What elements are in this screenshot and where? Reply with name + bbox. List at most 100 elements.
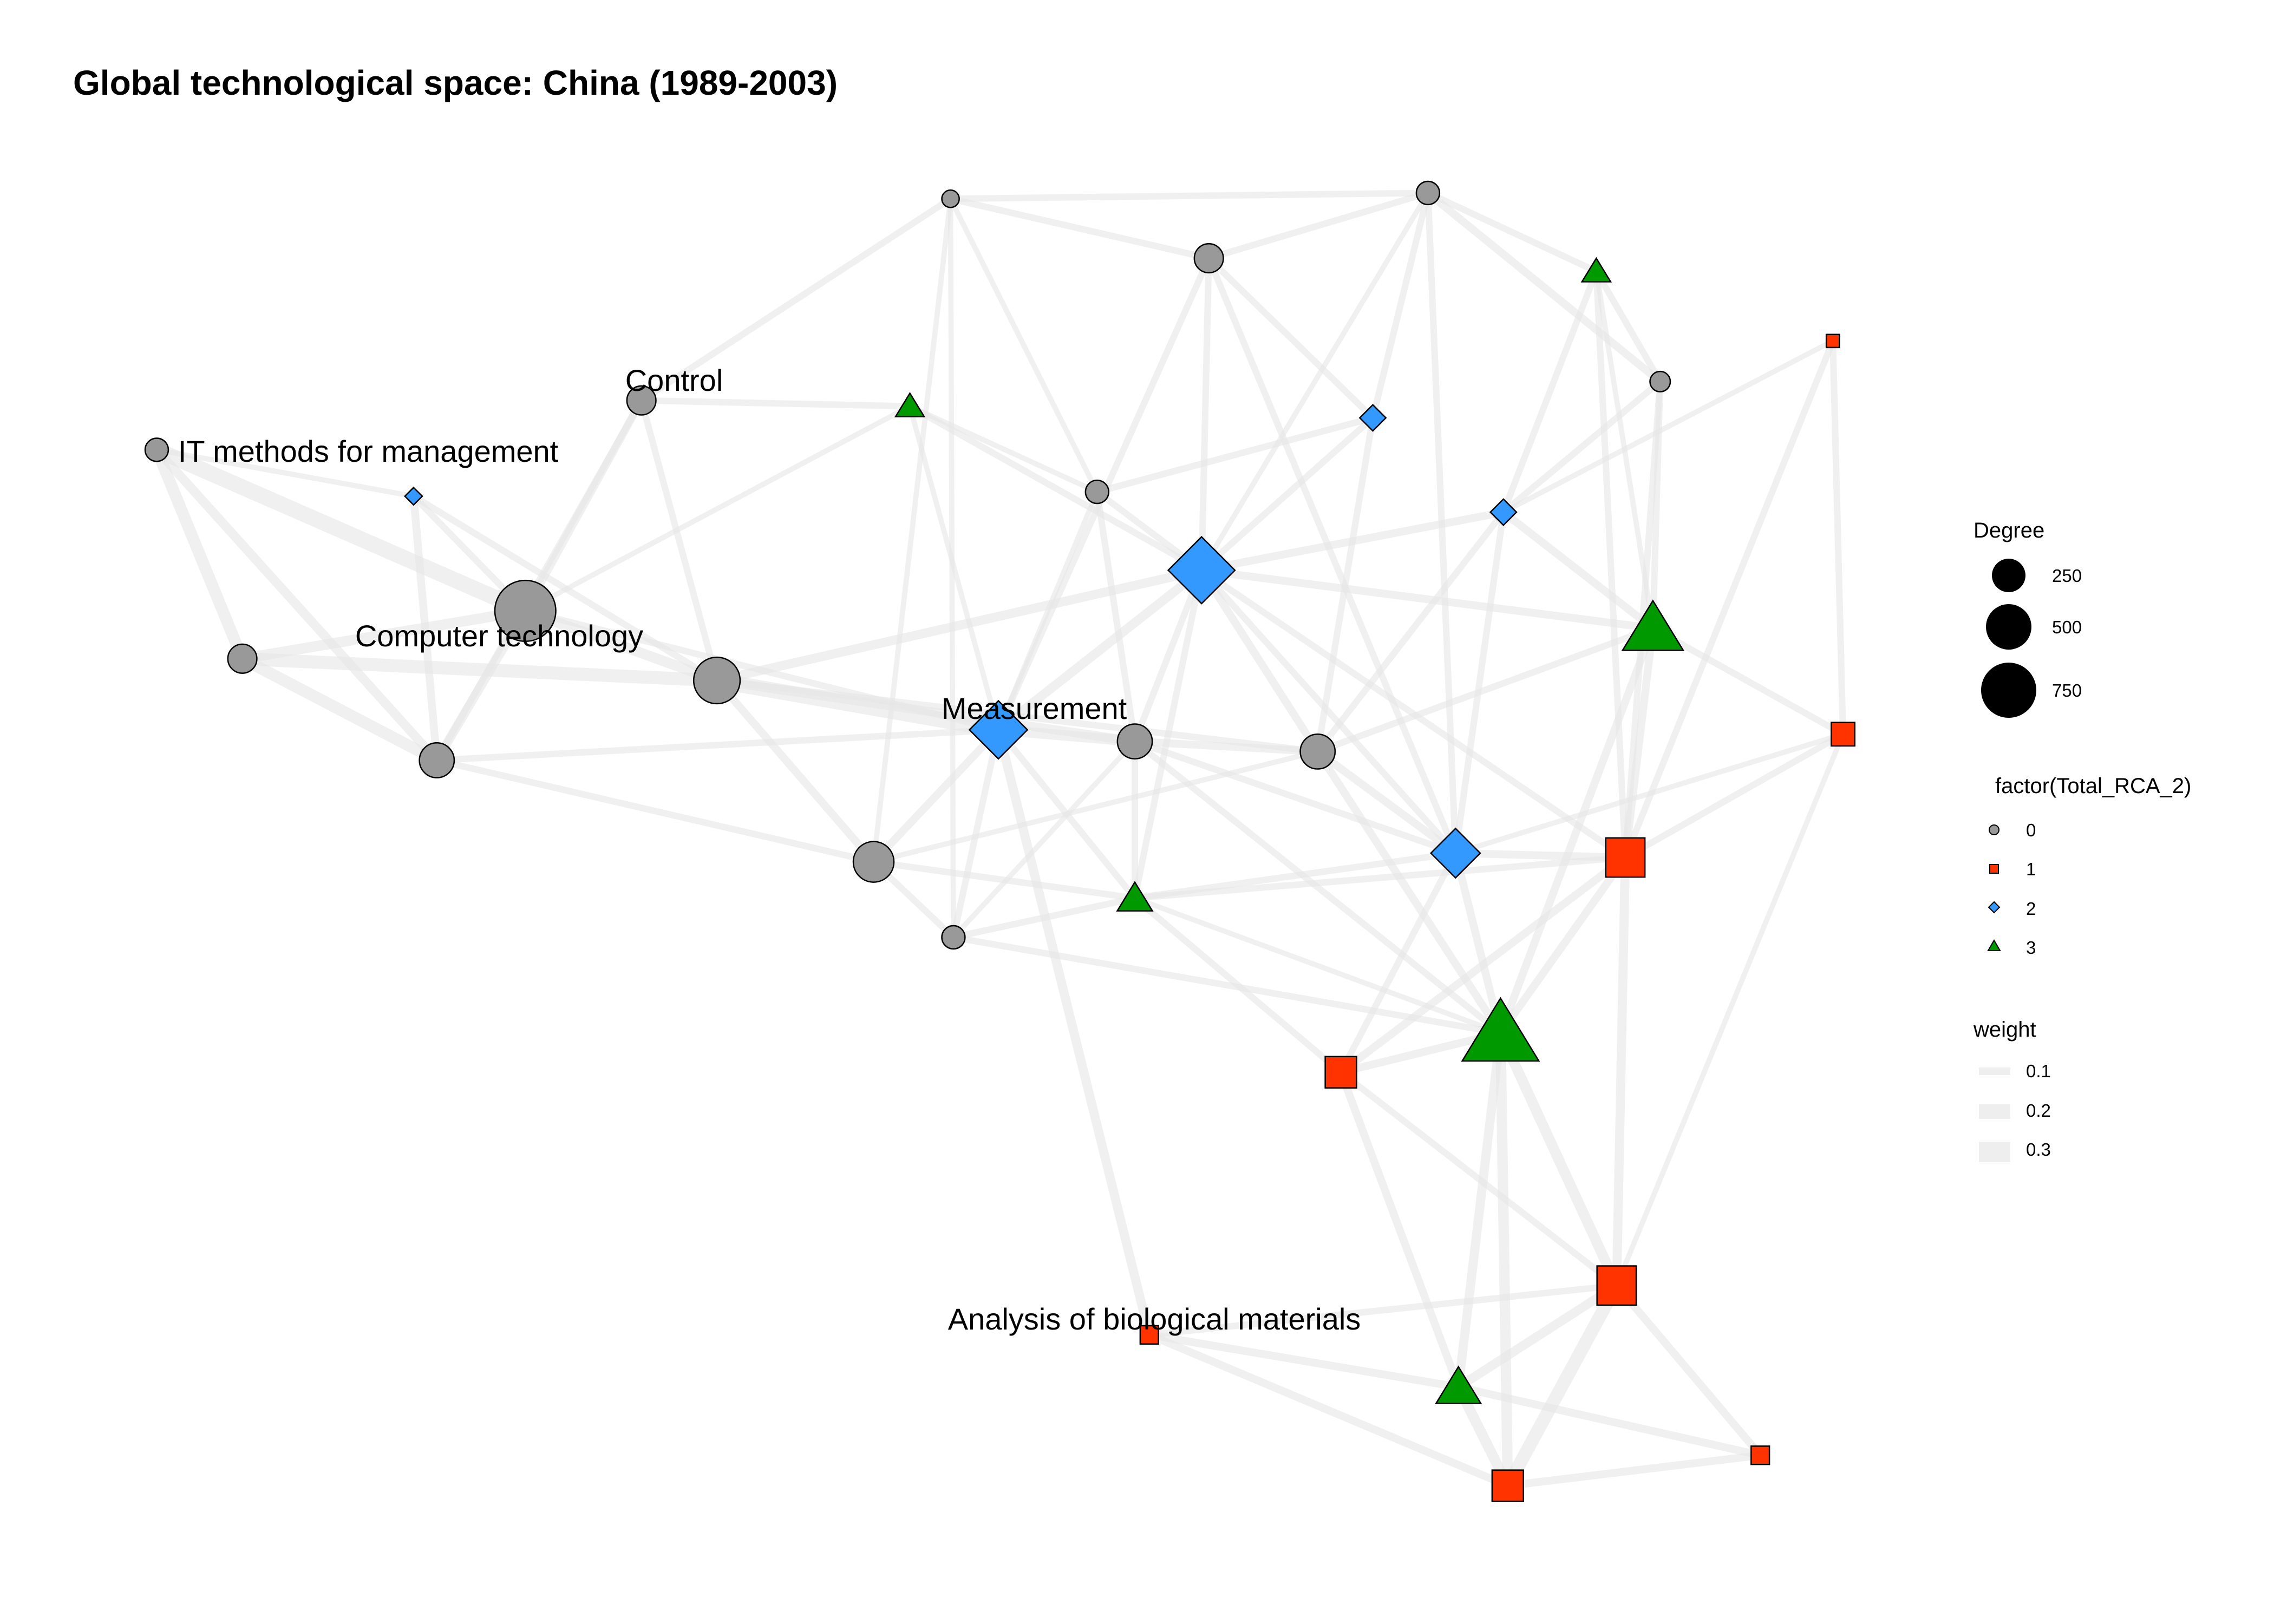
edge-2 bbox=[152, 445, 442, 765]
edge-90 bbox=[1454, 1281, 1622, 1392]
node-25-circle bbox=[852, 841, 895, 883]
legend-factor-title: factor(Total_RCA_2) bbox=[1995, 774, 2191, 798]
edge-14 bbox=[638, 195, 954, 404]
legend-weight-label-0.3: 0.3 bbox=[2026, 1140, 2051, 1160]
edge-9 bbox=[409, 492, 441, 764]
edge-25 bbox=[1198, 414, 1376, 574]
edge-47 bbox=[948, 196, 1100, 495]
edge-79 bbox=[1497, 853, 1630, 1037]
edge-6 bbox=[520, 605, 722, 686]
legend-weight-label-0.1: 0.1 bbox=[2026, 1061, 2051, 1081]
edge-24 bbox=[994, 725, 1154, 1340]
edge-44 bbox=[947, 189, 1432, 202]
node-10-diamond bbox=[404, 486, 423, 506]
node-5-circle bbox=[1649, 370, 1671, 392]
edge-86 bbox=[1337, 1068, 1462, 1391]
legend-factor-marker-1 bbox=[1989, 864, 1999, 874]
nodes-layer bbox=[144, 180, 1855, 1502]
legend: Degree 250 500 750 factor(Total_RCA_2) 0… bbox=[1973, 519, 2191, 1162]
edge-72 bbox=[1314, 748, 1505, 1037]
edge-76 bbox=[1452, 849, 1505, 1037]
edge-112 bbox=[951, 738, 1138, 940]
legend-weight-title: weight bbox=[1973, 1018, 2036, 1042]
edge-87 bbox=[1337, 1069, 1620, 1289]
chart-title: Global technological space: China (1989-… bbox=[73, 63, 838, 102]
edge-109 bbox=[1094, 488, 1139, 745]
node-3-triangle bbox=[1580, 257, 1612, 283]
edge-108 bbox=[522, 403, 913, 614]
legend-weight-marker-0.2 bbox=[1979, 1104, 2010, 1119]
node-31-square bbox=[1139, 1325, 1159, 1345]
edge-4 bbox=[236, 652, 724, 687]
legend-weight-marker-0.3 bbox=[1979, 1142, 2010, 1162]
edge-81 bbox=[1337, 853, 1630, 1076]
edge-48 bbox=[1593, 268, 1664, 385]
edge-113 bbox=[638, 397, 913, 410]
legend-degree-title: Degree bbox=[1974, 519, 2044, 542]
edge-68 bbox=[1314, 414, 1376, 755]
edge-13 bbox=[433, 397, 645, 764]
edge-93 bbox=[1145, 1331, 1462, 1391]
edge-35 bbox=[1205, 189, 1432, 262]
node-13-diamond bbox=[1167, 535, 1236, 605]
edge-60 bbox=[1614, 731, 1846, 1288]
edge-56 bbox=[1500, 338, 1836, 515]
node-27-circle bbox=[941, 925, 966, 950]
edge-115 bbox=[522, 607, 1002, 734]
edge-94 bbox=[1454, 1383, 1765, 1459]
edge-61 bbox=[1453, 731, 1846, 856]
legend-factor-marker-2 bbox=[1988, 901, 2001, 914]
edge-36 bbox=[947, 195, 1212, 262]
node-30-square bbox=[1596, 1265, 1637, 1306]
node-16-circle bbox=[227, 643, 258, 674]
edge-43 bbox=[1424, 189, 1459, 857]
edge-89 bbox=[1501, 1279, 1623, 1492]
edge-28 bbox=[1198, 255, 1212, 574]
edge-32 bbox=[1198, 567, 1459, 857]
node-22-circle bbox=[419, 742, 455, 778]
edge-38 bbox=[1205, 255, 1459, 857]
edge-65 bbox=[1314, 625, 1656, 755]
edge-70 bbox=[1314, 748, 1460, 857]
edge-54 bbox=[1500, 378, 1664, 516]
edge-96 bbox=[1504, 1451, 1765, 1490]
edge-58 bbox=[1649, 625, 1846, 738]
edge-117 bbox=[1131, 738, 1504, 1037]
node-33-square bbox=[1750, 1445, 1770, 1465]
legend-degree-marker-250 bbox=[1992, 559, 2025, 592]
edge-85 bbox=[1495, 1027, 1513, 1491]
node-17-circle bbox=[692, 656, 741, 705]
node-23-diamond bbox=[1429, 827, 1481, 879]
legend-factor-label-3: 3 bbox=[2026, 938, 2036, 958]
edge-3 bbox=[237, 605, 531, 664]
label-control: Control bbox=[625, 363, 723, 397]
edge-55 bbox=[1829, 337, 1846, 738]
node-14-circle bbox=[494, 579, 557, 642]
edge-91 bbox=[1612, 1281, 1765, 1459]
edge-100 bbox=[950, 895, 1139, 941]
legend-factor-label-0: 0 bbox=[2026, 820, 2036, 840]
edge-116 bbox=[714, 677, 1321, 755]
legend-factor-label-2: 2 bbox=[2026, 899, 2036, 919]
label-measurement: Measurement bbox=[942, 691, 1127, 725]
edge-118 bbox=[1132, 895, 1504, 1036]
edge-95 bbox=[1145, 1331, 1512, 1490]
node-6-circle bbox=[626, 385, 657, 416]
edge-102 bbox=[871, 749, 1321, 865]
legend-degree-label-500: 500 bbox=[2052, 617, 2082, 637]
edge-111 bbox=[1131, 854, 1629, 902]
node-21-square bbox=[1830, 722, 1855, 747]
node-8-diamond bbox=[1358, 404, 1387, 432]
edge-73 bbox=[1131, 738, 1459, 857]
edge-41 bbox=[1424, 189, 1664, 386]
edge-1 bbox=[151, 444, 249, 665]
edges-layer bbox=[148, 189, 1846, 1492]
label-it-methods: IT methods for management bbox=[178, 434, 559, 468]
legend-factor: factor(Total_RCA_2) 0 1 2 3 bbox=[1987, 774, 2191, 958]
edge-63 bbox=[1499, 508, 1657, 632]
node-7-triangle bbox=[894, 391, 926, 418]
edge-20 bbox=[994, 565, 1206, 735]
edge-40 bbox=[1424, 189, 1600, 275]
legend-weight-label-0.2: 0.2 bbox=[2026, 1101, 2051, 1121]
edge-84 bbox=[1454, 1028, 1505, 1392]
